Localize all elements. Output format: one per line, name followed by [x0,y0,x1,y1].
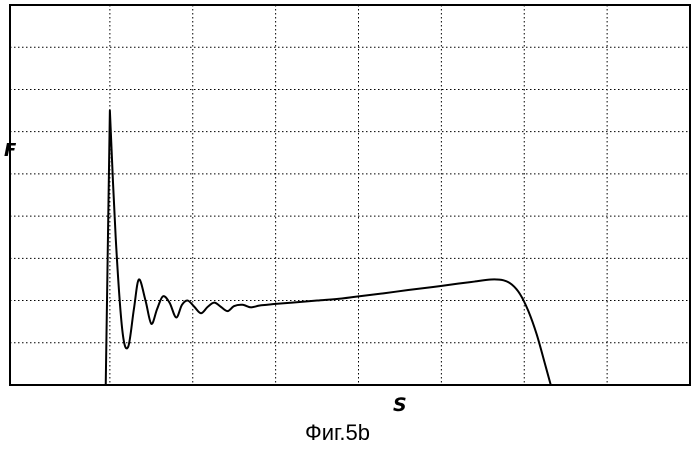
grid [10,5,690,385]
series-line [106,111,551,385]
plot-frame [10,5,690,385]
series-group [106,111,551,385]
figure-caption: Фиг.5b [305,420,370,446]
y-axis-label: F [4,140,16,161]
x-axis-label: S [393,394,407,416]
